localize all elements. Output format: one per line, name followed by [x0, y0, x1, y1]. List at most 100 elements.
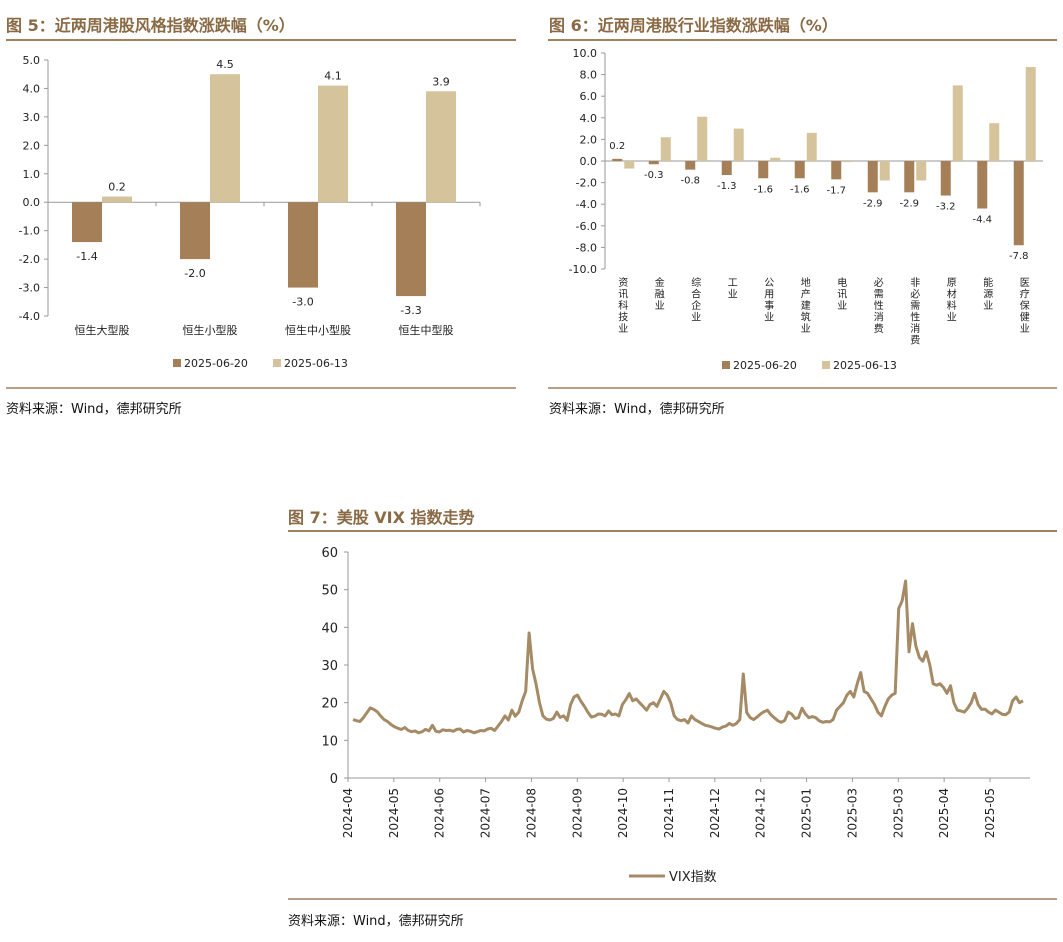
figure-5-source: 资料来源：Wind，德邦研究所	[6, 402, 182, 417]
fig6-category-label: 产	[801, 288, 811, 301]
fig6-bar	[989, 123, 1000, 161]
fig6-category-label: 料	[947, 299, 957, 312]
fig6-data-label: -0.8	[680, 176, 700, 187]
fig6-bar	[916, 161, 927, 181]
fig6-category-label: 综	[691, 276, 701, 289]
fig6-bar	[806, 132, 817, 161]
fig6-category-label: 业	[764, 312, 774, 324]
fig6-bar	[952, 85, 963, 161]
fig7-x-tick-label: 2024-06	[433, 788, 447, 838]
fig6-data-label: -4.4	[972, 215, 992, 226]
fig7-x-tick-label: 2025-01	[800, 788, 814, 838]
fig6-bar	[1013, 161, 1024, 246]
fig7-y-tick-label: 50	[321, 584, 338, 599]
fig6-legend-swatch-1	[722, 361, 730, 369]
fig5-data-label: 4.5	[216, 58, 234, 71]
fig7-x-tick-label: 2024-09	[570, 788, 584, 838]
fig6-bar	[831, 161, 842, 180]
fig5-legend-swatch-1	[173, 359, 181, 367]
fig6-data-label: -1.6	[753, 184, 773, 195]
fig6-category-label: 疗	[1020, 288, 1030, 301]
fig7-x-tick-label: 2024-10	[616, 788, 630, 838]
fig6-bar	[904, 161, 915, 193]
fig6-y-tick-label: -6.0	[576, 220, 597, 233]
fig6-category-label: 必	[910, 288, 920, 301]
fig5-data-label: -3.0	[292, 296, 313, 309]
fig6-category-label: 资	[618, 277, 628, 289]
fig6-legend-label-1: 2025-06-20	[733, 359, 797, 372]
fig6-category-label: 必	[874, 276, 884, 289]
fig6-legend-label-2: 2025-06-13	[833, 359, 897, 372]
fig7-x-tick-label: 2024-04	[341, 788, 355, 838]
fig5-bar	[210, 74, 240, 203]
fig7-x-tick-label: 2025-03	[845, 788, 859, 838]
fig5-y-tick-label: -4.0	[19, 310, 40, 323]
fig6-category-label: 能	[983, 276, 993, 289]
fig6-bar	[843, 161, 854, 163]
fig6-bar	[721, 161, 732, 176]
fig6-y-tick-label: -8.0	[576, 241, 597, 254]
fig6-category-label: 性	[874, 299, 884, 312]
fig6-category-label: 讯	[837, 289, 847, 301]
fig7-x-tick-label: 2024-11	[662, 788, 676, 838]
fig5-category-label: 恒生小型股	[183, 323, 238, 337]
fig7-y-tick-label: 30	[321, 659, 338, 674]
fig6-category-label: 材	[947, 288, 957, 301]
fig6-data-label: -0.3	[644, 170, 664, 181]
fig6-data-label: -1.3	[717, 181, 737, 192]
fig6-category-label: 电	[837, 276, 847, 289]
fig6-category-label: 业	[691, 312, 701, 324]
fig5-y-tick-label: 4.0	[23, 82, 41, 95]
fig6-bar	[770, 157, 781, 161]
fig5-data-label: 0.2	[108, 181, 126, 194]
fig6-y-tick-label: 10.0	[573, 47, 598, 60]
figure-6-source: 资料来源：Wind，德邦研究所	[549, 402, 725, 417]
fig6-data-label: 0.2	[609, 141, 625, 152]
figure-7-title: 图 7：美股 VIX 指数走势	[288, 508, 475, 527]
fig7-x-tick-label: 2025-04	[937, 788, 951, 838]
fig7-y-tick-label: 60	[321, 546, 338, 561]
fig6-category-label: 筑	[801, 311, 811, 324]
fig6-category-label: 合	[691, 288, 701, 301]
fig6-category-label: 讯	[618, 289, 628, 301]
fig6-bar	[794, 161, 805, 179]
fig7-y-tick-label: 0	[330, 772, 338, 787]
fig5-y-tick-label: -1.0	[19, 225, 40, 238]
fig7-x-tick-label: 2024-07	[479, 788, 493, 838]
fig6-category-label: 科	[618, 299, 628, 312]
fig5-bar	[426, 91, 456, 203]
fig6-data-label: -2.9	[863, 198, 883, 209]
fig6-category-label: 工	[728, 278, 738, 289]
fig5-bar	[72, 202, 102, 243]
fig6-bar	[648, 161, 659, 165]
fig6-category-label: 需	[874, 289, 884, 301]
fig5-y-tick-label: -3.0	[19, 282, 40, 295]
fig5-data-label: -3.3	[400, 304, 421, 317]
fig6-category-label: 需	[910, 300, 920, 312]
fig7-x-tick-label: 2024-08	[524, 788, 538, 838]
fig6-category-label: 消	[874, 311, 884, 324]
fig6-category-label: 健	[1020, 312, 1030, 324]
fig5-data-label: -2.0	[184, 267, 205, 280]
fig5-y-tick-label: 0.0	[23, 196, 41, 209]
fig6-category-label: 业	[1020, 323, 1030, 335]
fig5-category-label: 恒生中小型股	[285, 323, 351, 337]
fig6-category-label: 金	[655, 276, 665, 289]
figure-6-title: 图 6：近两周港股行业指数涨跌幅（%）	[549, 16, 838, 35]
fig5-y-tick-label: 2.0	[23, 139, 41, 152]
fig7-x-tick-label: 2025-03	[891, 788, 905, 838]
fig6-category-label: 费	[874, 322, 884, 335]
fig6-category-label: 地	[801, 276, 811, 289]
fig7-x-tick-label: 2025-05	[983, 788, 997, 838]
fig6-category-label: 企	[691, 299, 701, 312]
fig5-category-label: 恒生大型股	[75, 323, 130, 337]
fig5-y-tick-label: -2.0	[19, 253, 40, 266]
fig5-legend-label-2: 2025-06-13	[284, 357, 348, 370]
fig6-category-label: 非	[910, 277, 920, 289]
fig6-category-label: 业	[655, 300, 665, 312]
fig6-y-tick-label: 2.0	[580, 133, 598, 146]
fig6-category-label: 业	[837, 300, 847, 312]
fig6-data-label: -1.7	[826, 185, 846, 196]
fig6-bar	[758, 161, 769, 179]
